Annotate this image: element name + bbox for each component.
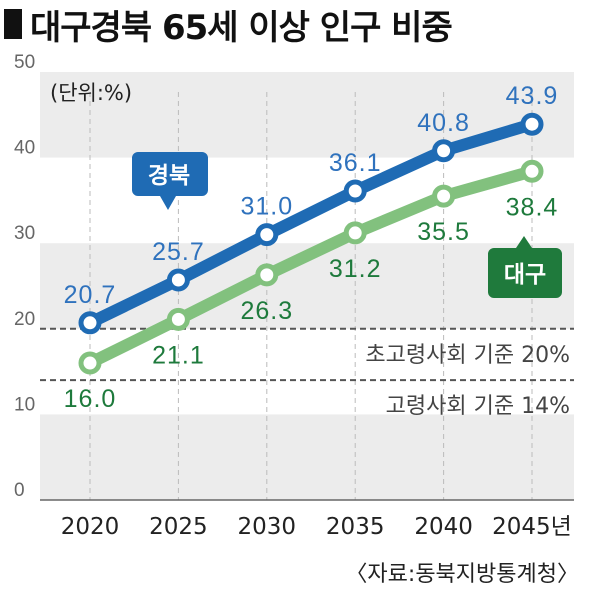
callout-label-경북: 경북: [148, 163, 190, 189]
callout-label-대구: 대구: [504, 262, 546, 288]
data-label-경북: 20.7: [64, 281, 117, 309]
data-point-대구: [432, 184, 456, 208]
y-tick-label: 40: [14, 138, 35, 159]
data-point-경북: [166, 268, 190, 292]
data-label-경북: 36.1: [329, 149, 382, 177]
data-label-대구: 38.4: [506, 193, 559, 221]
reference-label-14: 고령사회 기준 14%: [386, 394, 570, 419]
grid-band-2: [40, 414, 574, 500]
data-point-경북: [255, 223, 279, 247]
series-line-대구: [84, 165, 538, 370]
data-point-대구: [255, 263, 279, 287]
x-tick-label: 2040: [414, 514, 473, 540]
data-label-대구: 21.1: [152, 341, 205, 369]
data-point-경북: [343, 179, 367, 203]
x-tick-label: 2035: [326, 514, 385, 540]
data-label-경북: 40.8: [417, 109, 470, 137]
y-tick-label: 30: [14, 223, 35, 244]
title-square-icon: [4, 9, 22, 39]
x-tick-label: 2045년: [492, 514, 572, 540]
data-point-대구: [520, 159, 544, 183]
data-point-대구: [343, 221, 367, 245]
data-label-경북: 31.0: [240, 193, 293, 221]
x-tick-label: 2025: [149, 514, 208, 540]
data-point-대구: [166, 307, 190, 331]
callout-box-대구: [488, 236, 562, 298]
chart-title-block: 대구경북 65세 이상 인구 비중: [4, 4, 453, 48]
data-label-대구: 26.3: [240, 297, 293, 325]
callout-box-경북: [132, 152, 208, 210]
series-line-경북: [84, 118, 538, 329]
unit-label: (단위:%): [50, 81, 132, 105]
y-tick-label: 50: [14, 52, 35, 73]
y-tick-label: 20: [14, 309, 35, 330]
data-point-대구: [78, 351, 102, 375]
reference-label-20: 초고령사회 기준 20%: [365, 343, 570, 368]
data-label-대구: 16.0: [64, 385, 117, 413]
data-point-경북: [432, 139, 456, 163]
y-tick-label: 10: [14, 394, 35, 415]
chart-title: 대구경북 65세 이상 인구 비중: [30, 7, 453, 48]
data-label-대구: 35.5: [417, 218, 470, 246]
data-point-경북: [520, 112, 544, 136]
data-point-경북: [78, 311, 102, 335]
data-label-대구: 31.2: [329, 255, 382, 283]
x-tick-label: 2030: [238, 514, 297, 540]
x-tick-label: 2020: [61, 514, 120, 540]
y-tick-label: 0: [14, 480, 25, 501]
data-label-경북: 25.7: [152, 238, 205, 266]
data-label-경북: 43.9: [506, 82, 559, 110]
source-note: 〈자료:동북지방통계청〉: [345, 562, 579, 587]
